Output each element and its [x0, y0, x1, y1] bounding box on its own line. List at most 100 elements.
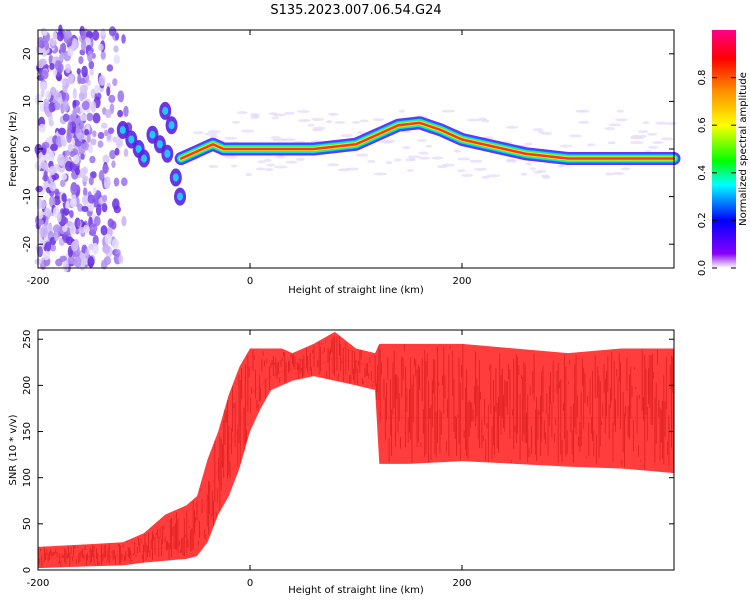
scatter-speck: [103, 176, 111, 189]
haze-speck: [307, 123, 315, 127]
spectrogram-x-axis-label: Height of straight line (km): [288, 285, 424, 296]
scatter-speck: [102, 164, 109, 174]
colorbar-label: Normalized spectral amplitude: [738, 72, 749, 226]
scatter-speck: [61, 192, 67, 203]
scatter-speck: [62, 100, 70, 113]
haze-speck: [608, 123, 622, 127]
haze-speck: [255, 167, 266, 171]
haze-speck: [431, 156, 444, 160]
haze-speck: [482, 175, 490, 179]
y-tick-label: -10: [22, 188, 33, 204]
scatter-speck: [121, 215, 127, 227]
snr-series-line: [37, 357, 674, 560]
spectrogram-ridge: [174, 116, 681, 166]
scatter-speck: [95, 204, 102, 216]
scatter-speck: [60, 179, 66, 188]
scatter-speck: [102, 194, 108, 202]
haze-speck: [605, 172, 614, 176]
scatter-speck: [79, 78, 86, 85]
haze-speck: [398, 109, 406, 113]
haze-speck: [416, 138, 428, 142]
haze-speck: [257, 160, 266, 164]
scatter-speck: [89, 223, 98, 234]
haze-speck: [581, 109, 590, 113]
y-tick-label: 100: [22, 468, 33, 487]
haze-speck: [520, 172, 528, 176]
scatter-speck: [114, 147, 120, 156]
scatter-speck: [49, 62, 55, 70]
transition-blob-core: [128, 135, 135, 144]
haze-speck: [418, 151, 429, 155]
scatter-speck: [92, 130, 97, 138]
scatter-speck: [67, 255, 76, 265]
haze-speck: [607, 141, 616, 145]
scatter-speck: [87, 145, 93, 154]
scatter-speck: [70, 221, 75, 234]
scatter-speck: [104, 233, 112, 245]
scatter-speck: [89, 69, 95, 76]
haze-speck: [266, 163, 276, 167]
scatter-speck: [102, 154, 110, 164]
colorbar-ticks: 0.0 0.2 0.4 0.6 0.8: [697, 70, 736, 276]
haze-speck: [275, 155, 286, 159]
haze-speck: [230, 164, 238, 168]
haze-speck: [578, 120, 590, 124]
scatter-speck: [42, 251, 51, 261]
x-tick-label: 0: [247, 276, 253, 287]
transition-blob-core: [156, 140, 163, 149]
scatter-speck: [40, 162, 49, 170]
scatter-speck: [123, 105, 129, 117]
haze-speck: [295, 157, 306, 161]
haze-speck: [192, 131, 205, 135]
scatter-speck: [92, 112, 101, 124]
haze-speck: [209, 135, 218, 139]
scatter-speck: [69, 210, 74, 218]
scatter-speck: [81, 195, 89, 206]
scatter-speck: [107, 127, 115, 134]
scatter-speck: [90, 88, 96, 99]
scatter-speck: [45, 90, 51, 101]
scatter-speck: [88, 176, 94, 186]
haze-speck: [208, 165, 219, 169]
colorbar-tick-label: 0.6: [697, 117, 708, 133]
haze-speck: [557, 164, 565, 168]
scatter-speck: [61, 173, 68, 181]
scatter-speck: [79, 168, 86, 179]
scatter-speck: [76, 219, 81, 227]
scatter-speck: [43, 29, 48, 36]
haze-speck: [487, 174, 501, 178]
scatter-speck: [90, 138, 97, 146]
haze-speck: [453, 149, 462, 153]
scatter-speck: [40, 89, 45, 98]
scatter-speck: [97, 131, 105, 140]
y-tick-label: 250: [22, 330, 33, 349]
haze-speck: [406, 168, 414, 172]
scatter-speck: [40, 225, 48, 238]
scatter-speck: [91, 52, 96, 59]
scatter-speck: [72, 107, 77, 119]
ridge-band: [179, 121, 676, 160]
scatter-speck: [52, 224, 61, 234]
haze-speck: [524, 142, 533, 146]
haze-speck: [394, 158, 402, 162]
scatter-speck: [120, 177, 128, 187]
haze-speck: [385, 161, 393, 165]
scatter-speck: [39, 81, 48, 91]
x-tick-label: -200: [27, 276, 50, 287]
haze-speck: [271, 116, 279, 120]
haze-speck: [223, 136, 238, 140]
y-tick-label: -20: [22, 236, 33, 252]
scatter-speck: [121, 34, 126, 44]
haze-speck: [231, 120, 241, 124]
scatter-speck: [84, 128, 90, 136]
scatter-speck: [54, 60, 62, 71]
scatter-speck: [64, 30, 72, 39]
scatter-speck: [49, 181, 57, 192]
haze-speck: [637, 130, 649, 134]
scatter-speck: [72, 154, 80, 165]
scatter-speck: [115, 138, 123, 148]
scatter-speck: [80, 114, 88, 122]
scatter-speck: [113, 177, 120, 187]
snr-y-ticks: 0 50 100 150 200 250: [22, 330, 674, 573]
